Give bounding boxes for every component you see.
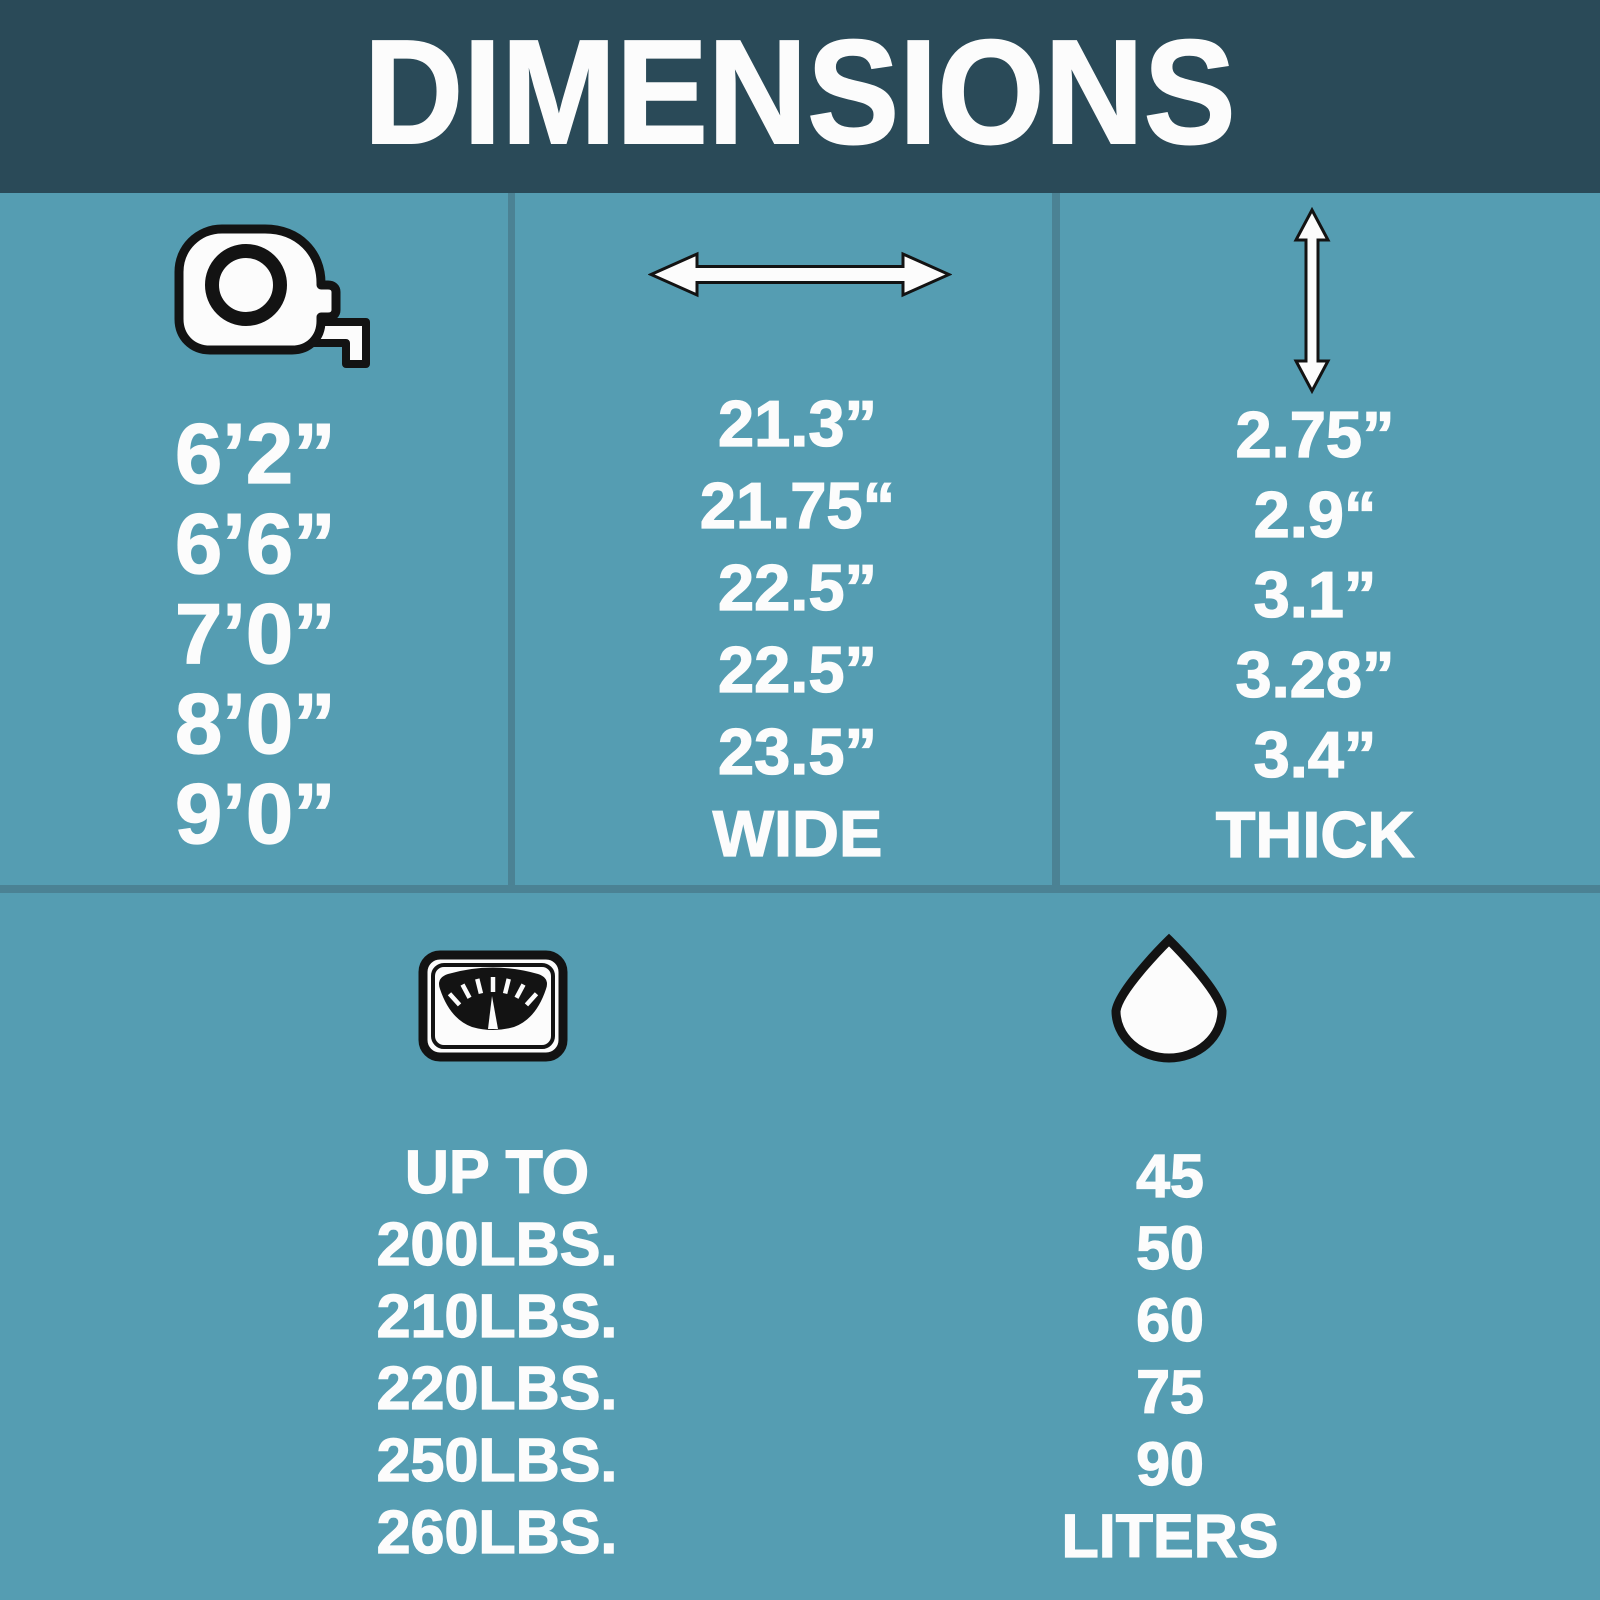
width-value: 22.5” <box>717 550 877 624</box>
weight-prefix: UP TO <box>404 1137 590 1206</box>
weight-value: 220LBS. <box>376 1353 618 1422</box>
volume-value: 75 <box>1135 1357 1204 1426</box>
page-title: DIMENSIONS <box>363 9 1237 175</box>
thickness-value: 3.28” <box>1235 637 1395 711</box>
tape-measure-icon <box>174 224 370 368</box>
width-value: 23.5” <box>717 714 877 788</box>
thickness-label: THICK <box>1215 797 1415 871</box>
thickness-value: 3.1” <box>1253 557 1377 631</box>
volume-value: 60 <box>1135 1285 1204 1354</box>
length-value: 7’0” <box>174 587 336 682</box>
row-divider <box>0 885 1600 893</box>
thickness-value: 2.9“ <box>1253 477 1377 551</box>
weight-values-list: UP TO 200LBS. 210LBS. 220LBS. 250LBS. 26… <box>197 1136 797 1568</box>
weight-value: 210LBS. <box>376 1281 618 1350</box>
thickness-value: 3.4” <box>1253 717 1377 791</box>
scale-icon <box>418 950 568 1062</box>
width-label: WIDE <box>712 796 883 870</box>
length-values-list: 6’2” 6’6” 7’0” 8’0” 9’0” <box>174 407 336 862</box>
volume-value: 90 <box>1135 1429 1204 1498</box>
length-value: 6’2” <box>174 407 336 502</box>
column-divider-left <box>508 193 515 885</box>
vertical-double-arrow-icon <box>1293 207 1331 394</box>
thickness-value: 2.75” <box>1235 397 1395 471</box>
volume-label: LITERS <box>1061 1501 1279 1570</box>
width-value: 21.75“ <box>699 468 896 542</box>
horizontal-double-arrow-icon <box>648 251 952 298</box>
weight-value: 260LBS. <box>376 1497 618 1566</box>
width-value: 21.3” <box>717 386 877 460</box>
width-value: 22.5” <box>717 632 877 706</box>
length-value: 8’0” <box>174 677 336 772</box>
column-divider-right <box>1052 193 1060 885</box>
length-value: 6’6” <box>174 497 336 592</box>
header-band: DIMENSIONS <box>0 0 1600 193</box>
length-value: 9’0” <box>174 767 336 862</box>
weight-value: 200LBS. <box>376 1209 618 1278</box>
width-values-list: 21.3” 21.75“ 22.5” 22.5” 23.5” WIDE <box>515 383 1052 875</box>
volume-value: 45 <box>1135 1141 1204 1210</box>
volume-value: 50 <box>1135 1213 1204 1282</box>
thickness-values-list: 2.75” 2.9“ 3.1” 3.28” 3.4” THICK <box>1060 395 1600 875</box>
volume-values-list: 45 50 60 75 90 LITERS <box>870 1140 1470 1572</box>
water-drop-icon <box>1111 933 1227 1063</box>
weight-value: 250LBS. <box>376 1425 618 1494</box>
